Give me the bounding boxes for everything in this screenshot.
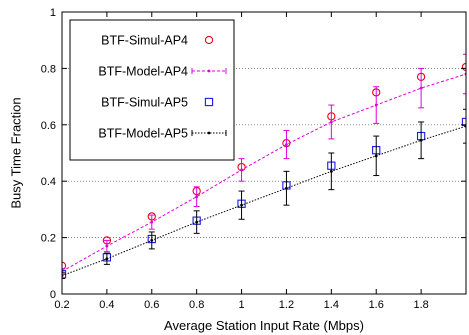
y-tick-label: 0.8 (41, 63, 56, 75)
data-point-dot (105, 257, 109, 261)
x-tick-label: 1.4 (324, 299, 339, 311)
legend-label: BTF-Simul-AP5 (101, 96, 188, 110)
data-point-dot (150, 220, 154, 224)
y-axis-title: Busy Time Fraction (8, 97, 23, 208)
series-btf-model-ap4 (62, 53, 466, 275)
y-tick-label: 0.4 (41, 176, 56, 188)
data-point-dot (105, 244, 109, 248)
data-point-dot (374, 103, 378, 107)
legend-label: BTF-Model-AP4 (98, 65, 188, 79)
data-point-dot (195, 195, 199, 199)
data-point-dot (285, 186, 288, 190)
x-tick-label: 1.8 (413, 299, 428, 311)
x-tick-label: 1 (238, 299, 244, 311)
x-axis-title: Average Station Input Rate (Mbps) (164, 318, 364, 333)
x-tick-label: 0.2 (54, 299, 69, 311)
plot-frame (61, 11, 467, 295)
data-point-circle (204, 35, 214, 45)
data-point-dot (195, 220, 199, 224)
data-point-dot (419, 138, 423, 142)
data-point-square (204, 97, 214, 107)
data-series (62, 53, 466, 279)
data-point-dot (374, 154, 378, 158)
grid-lines (62, 68, 466, 238)
data-point-dot (329, 120, 333, 124)
axis-ticks: 00.20.40.60.810.2 0.4 0.6 0.8 1 1.2 1.4 1.6 1.8 (41, 7, 466, 311)
series-line (62, 73, 466, 272)
data-point-dot (150, 239, 154, 242)
x-tick-label: 0.4 (99, 299, 114, 311)
series-line (62, 125, 466, 277)
x-tick-label: 0.8 (189, 299, 204, 311)
data-point-dot (285, 143, 288, 146)
data-point-dot (240, 168, 243, 172)
data-point-dot (240, 203, 243, 207)
legend-label: BTF-Simul-AP4 (101, 34, 188, 48)
y-tick-label: 1 (50, 7, 56, 19)
data-point-dot (419, 86, 423, 90)
x-tick-label: 1.6 (369, 299, 384, 311)
legend-label: BTF-Model-AP5 (98, 127, 188, 141)
y-tick-label: 0 (50, 289, 56, 301)
x-tick-label: 1.2 (279, 299, 294, 311)
y-tick-label: 0.2 (41, 233, 56, 245)
legend-dot-swatch (207, 131, 211, 135)
series-btf-model-ap5 (62, 108, 466, 279)
y-tick-label: 0.6 (41, 120, 56, 132)
data-point-dot (329, 169, 333, 173)
x-tick-label: 0.6 (144, 299, 159, 311)
legend-dot-swatch (207, 69, 211, 73)
legend: BTF-Simul-AP4 BTF-Model-AP4 BTF-Simul-AP5 B… (69, 19, 235, 161)
